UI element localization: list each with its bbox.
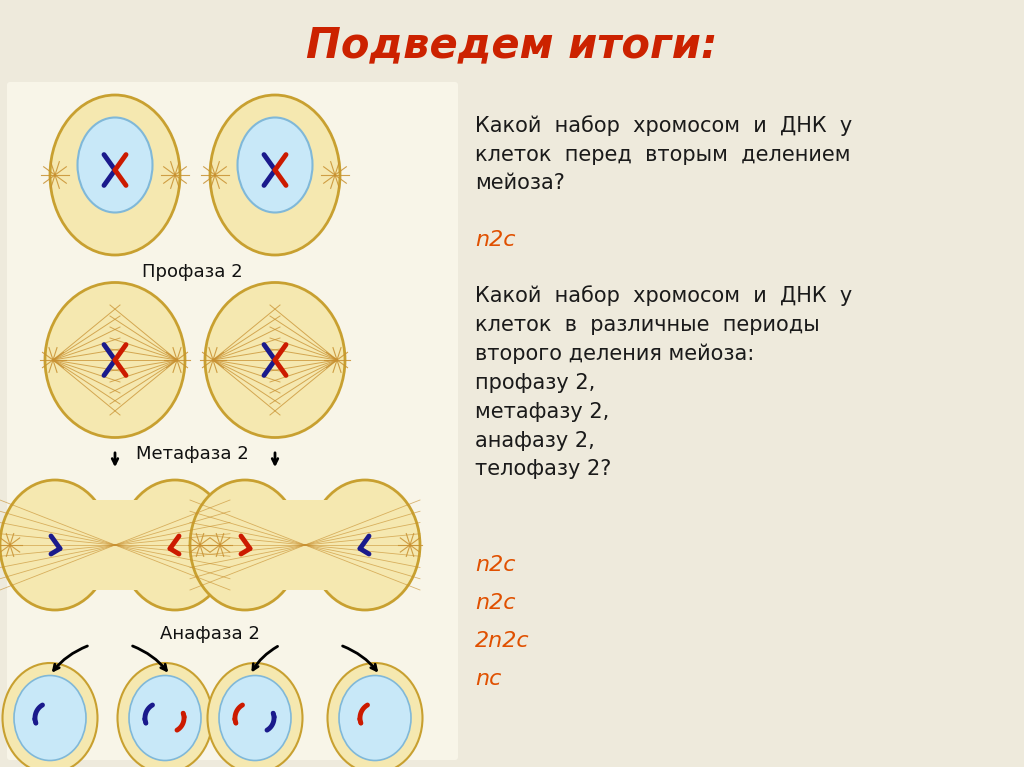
Text: Подведем итоги:: Подведем итоги: [306,24,718,66]
Ellipse shape [208,663,302,767]
Ellipse shape [219,676,291,761]
Text: n2c: n2c [475,555,515,575]
Text: Какой  набор  хромосом  и  ДНК  у
клеток  в  различные  периоды
второго деления : Какой набор хромосом и ДНК у клеток в ра… [475,285,852,479]
Ellipse shape [2,663,97,767]
Ellipse shape [45,282,185,437]
Ellipse shape [120,480,230,610]
Text: n2c: n2c [475,593,515,613]
Ellipse shape [78,117,153,212]
Text: 2n2c: 2n2c [475,631,529,651]
Ellipse shape [14,676,86,761]
Ellipse shape [190,480,300,610]
Ellipse shape [339,676,411,761]
FancyBboxPatch shape [240,500,370,590]
Text: Профаза 2: Профаза 2 [141,263,243,281]
Text: Какой  набор  хромосом  и  ДНК  у
клеток  перед  вторым  делением
мейоза?: Какой набор хромосом и ДНК у клеток пере… [475,115,852,193]
Ellipse shape [205,282,345,437]
Text: nc: nc [475,669,502,689]
Text: n2c: n2c [475,230,515,250]
Text: Метафаза 2: Метафаза 2 [135,445,249,463]
Ellipse shape [0,480,110,610]
Ellipse shape [238,117,312,212]
Ellipse shape [210,95,340,255]
Ellipse shape [310,480,420,610]
FancyBboxPatch shape [50,500,180,590]
Ellipse shape [118,663,213,767]
Text: Анафаза 2: Анафаза 2 [160,625,260,643]
FancyBboxPatch shape [7,82,458,760]
Ellipse shape [129,676,201,761]
Ellipse shape [50,95,180,255]
Ellipse shape [328,663,423,767]
